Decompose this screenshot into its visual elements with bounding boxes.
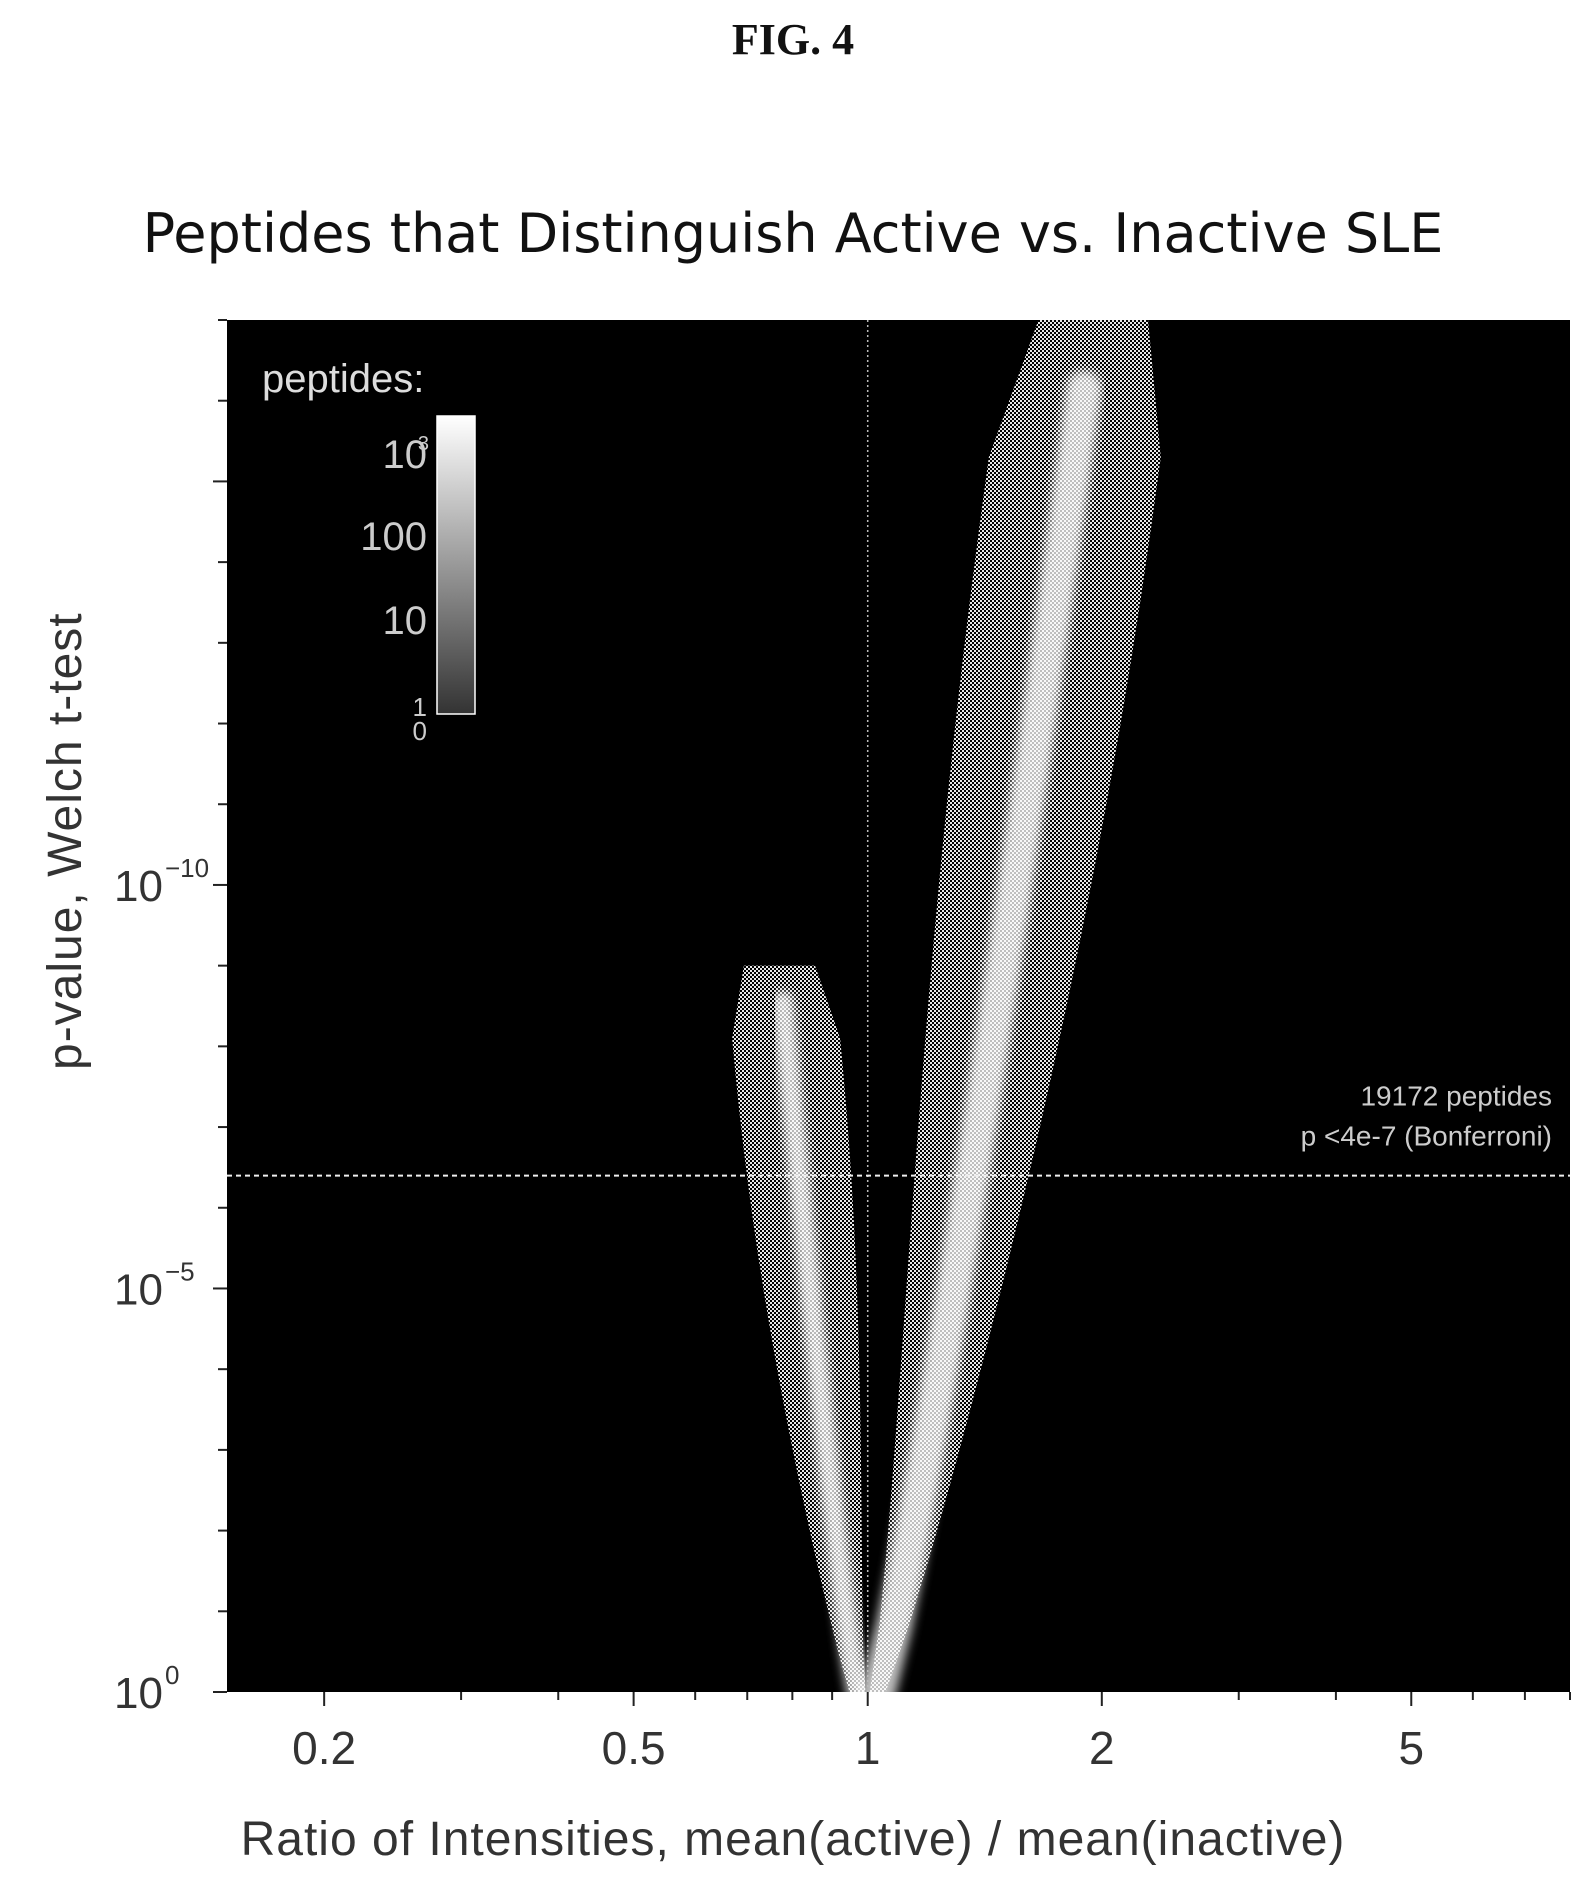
x-tick-label: 5 — [1398, 1722, 1424, 1774]
bonferroni-threshold: 19172 peptides p <4e-7 (Bonferroni) — [227, 1081, 1570, 1177]
colorbar-tick-exponent: 3 — [418, 433, 429, 455]
x-axis: 0.2 0.5 1 2 5 — [292, 1692, 1571, 1774]
y-tick-label: 10 — [114, 1265, 163, 1314]
y-tick-exponent: 0 — [165, 1660, 179, 1690]
colorbar-title: peptides: — [262, 357, 424, 401]
density-heatmap — [732, 320, 1161, 1710]
chart-title: Peptides that Distinguish Active vs. Ina… — [142, 202, 1444, 265]
figure-label: FIG. 4 — [731, 15, 855, 64]
x-axis-title: Ratio of Intensities, mean(active) / mea… — [240, 1813, 1346, 1866]
y-tick-label: 10 — [114, 862, 163, 911]
colorbar-gradient — [436, 415, 476, 715]
colorbar-tick-label: 1 — [413, 692, 427, 722]
threshold-label-p: p <4e-7 (Bonferroni) — [1301, 1121, 1552, 1152]
colorbar-tick-label: 100 — [360, 515, 427, 559]
density-core-right — [859, 370, 1103, 1710]
x-tick-label: 0.2 — [292, 1722, 356, 1774]
x-tick-label: 2 — [1089, 1722, 1115, 1774]
density-core-left — [771, 990, 869, 1703]
y-tick-exponent: −10 — [165, 853, 209, 883]
y-axis-title: p-value, Welch t-test — [39, 612, 92, 1070]
colorbar-tick-label: 10 — [383, 599, 428, 643]
x-tick-label: 0.5 — [602, 1722, 666, 1774]
colorbar-tick-label: 10 — [383, 433, 428, 477]
x-tick-label: 1 — [855, 1722, 881, 1774]
threshold-label-count: 19172 peptides — [1360, 1081, 1552, 1112]
colorbar-tick-label: 0 — [413, 716, 427, 746]
y-tick-label: 10 — [114, 1669, 163, 1718]
y-tick-exponent: −5 — [165, 1256, 195, 1286]
